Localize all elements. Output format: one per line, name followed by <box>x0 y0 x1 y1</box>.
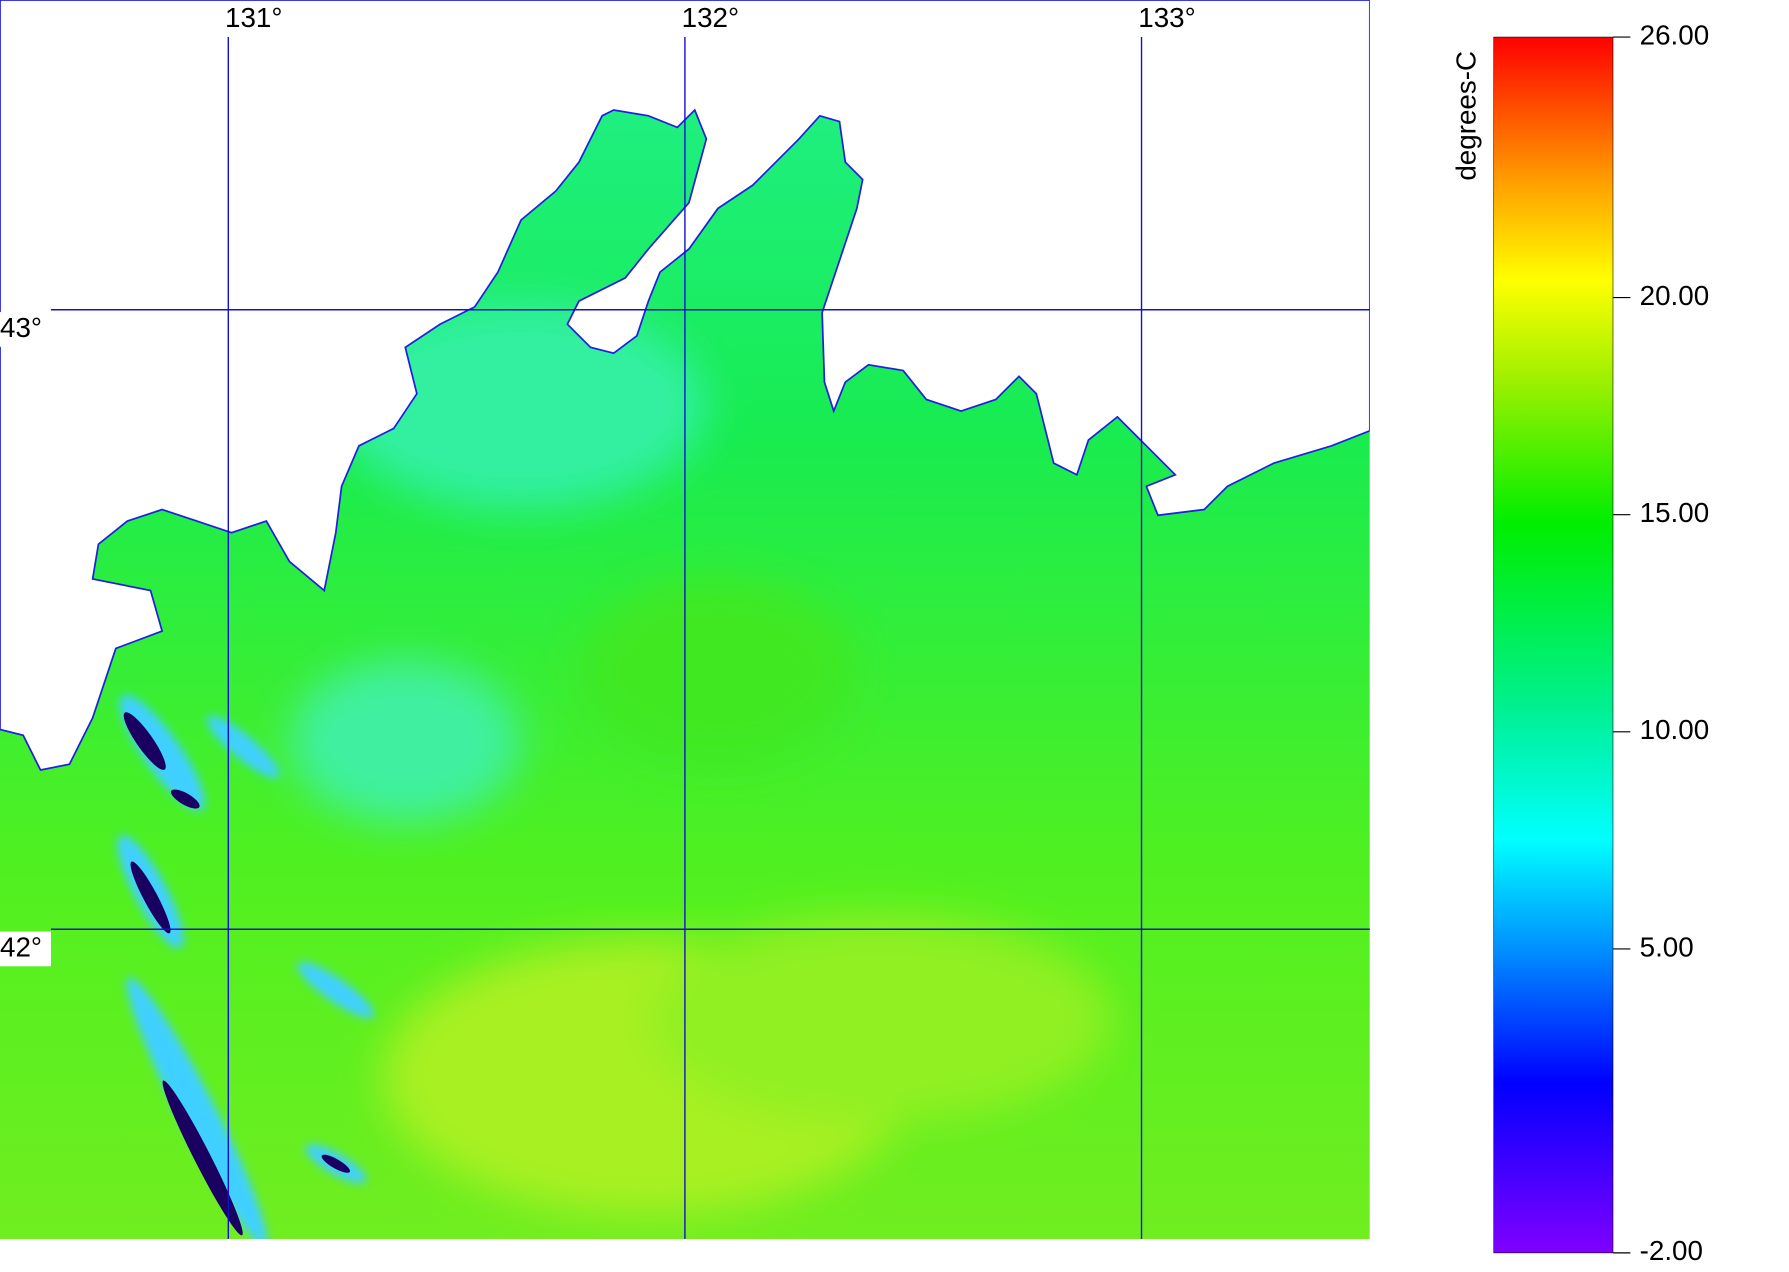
land <box>0 0 1370 772</box>
temperature-field <box>289 301 1112 1216</box>
longitude-label: 132° <box>682 2 739 33</box>
latitude-label-bg <box>0 931 51 967</box>
colorbar-label: degrees-C <box>1451 51 1482 181</box>
colorbar-tick-label: 10.00 <box>1640 714 1710 745</box>
longitude-label: 131° <box>225 2 282 33</box>
colorbar-tick-label: 26.00 <box>1640 19 1710 50</box>
colorbar-tick-label: 5.00 <box>1640 931 1694 962</box>
colorbar-tick-label: -2.00 <box>1640 1235 1703 1266</box>
latitude-label: 43° <box>0 312 42 343</box>
colorbar <box>1493 36 1614 1254</box>
longitude-label: 133° <box>1138 2 1195 33</box>
latitude-label: 42° <box>0 931 42 962</box>
colorbar-tick-label: 15.00 <box>1640 497 1710 528</box>
colorbar-tick-label: 20.00 <box>1640 280 1710 311</box>
latitude-label-bg <box>0 312 51 347</box>
